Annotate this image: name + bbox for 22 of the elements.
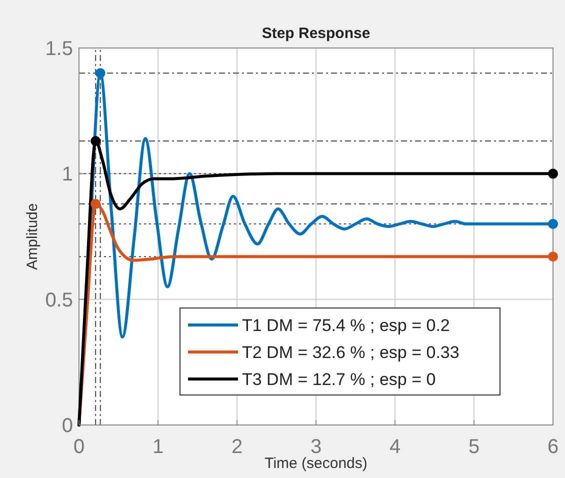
point [548, 168, 558, 179]
legend-label: T3 DM = 12.7 % ; esp = 0 [242, 370, 436, 389]
y-tick-label: 0.5 [45, 289, 73, 312]
y-axis-title: Amplitude [24, 203, 41, 270]
legend-label: T2 DM = 32.6 % ; esp = 0.33 [242, 343, 460, 362]
x-tick-label: 3 [310, 436, 322, 458]
point [95, 68, 106, 78]
y-tick-label: 1.5 [45, 38, 73, 60]
point [90, 136, 101, 146]
x-tick-label: 5 [468, 436, 480, 458]
x-tick-label: 6 [547, 436, 559, 458]
y-tick-label: 0 [62, 415, 73, 437]
x-axis-title: Time (seconds) [264, 455, 368, 472]
chart-title: Step Response [262, 25, 370, 42]
point [548, 252, 558, 262]
x-tick-label: 1 [152, 436, 164, 458]
legend-label: T1 DM = 75.4 % ; esp = 0.2 [242, 316, 450, 335]
x-tick-label: 4 [389, 436, 401, 458]
point [90, 198, 101, 209]
y-tick-label: 1 [62, 164, 73, 186]
x-tick-label: 2 [231, 436, 243, 458]
point [548, 218, 558, 229]
